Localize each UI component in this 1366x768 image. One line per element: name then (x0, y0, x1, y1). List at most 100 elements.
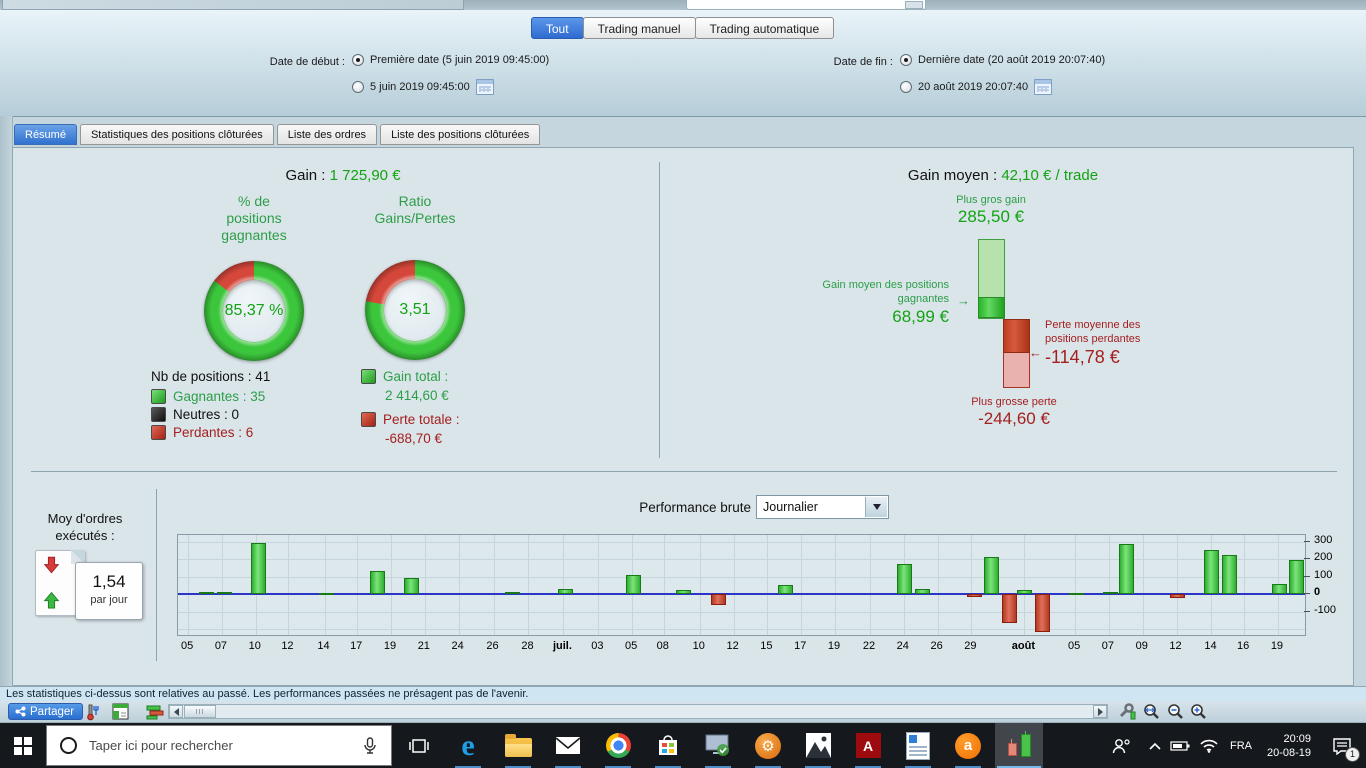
x-tick-label: juil. (552, 640, 572, 652)
calendar-icon[interactable] (475, 79, 494, 95)
performance-bar (1069, 592, 1085, 595)
x-tick-label: 24 (896, 640, 909, 652)
winrate-value: 85,37 % (224, 302, 284, 319)
date-end-last-option[interactable]: Dernière date (20 août 2019 20:07:40) (900, 54, 1105, 66)
calendar-icon[interactable] (1034, 79, 1053, 95)
tab-tout[interactable]: Tout (530, 17, 584, 39)
zoom-in-icon[interactable] (1189, 703, 1207, 721)
tray-clock[interactable]: 20:09 20-08-19 (1258, 723, 1320, 768)
x-tick-label: 10 (248, 640, 261, 652)
performance-y-axis: 300 200 100 0 -100 (1304, 534, 1354, 644)
performance-bar (557, 588, 573, 595)
report-tabs: Résumé Statistiques des positions clôtur… (14, 124, 543, 145)
performance-bar (1035, 594, 1051, 633)
x-tick-label: 19 (1270, 640, 1284, 652)
indicators-icon[interactable] (84, 703, 102, 721)
radio-unselected-icon[interactable] (352, 81, 364, 93)
taskbar-edge[interactable]: e (445, 723, 491, 768)
scroll-left-button[interactable] (169, 705, 183, 718)
date-start-first-option[interactable]: Première date (5 juin 2019 09:45:00) (352, 54, 549, 66)
scroll-right-button[interactable] (1093, 705, 1107, 718)
people-icon (1112, 738, 1130, 753)
taskbar-orange-app[interactable] (745, 723, 791, 768)
performance-bar (404, 578, 420, 595)
tray-wifi[interactable] (1194, 723, 1224, 768)
gain-header: Gain : 1 725,90 € (285, 167, 401, 184)
window-top-strip (0, 0, 1366, 10)
up-down-arrows-icon (43, 556, 60, 609)
x-tick-label: 10 (692, 640, 705, 652)
clock-date: 20-08-19 (1266, 746, 1312, 759)
chevron-down-icon[interactable] (865, 497, 887, 517)
taskbar-search[interactable]: Taper ici pour rechercher (46, 725, 392, 766)
positions-bars-icon[interactable] (146, 703, 164, 721)
radio-selected-icon[interactable] (352, 54, 364, 66)
edge-icon: e (461, 728, 475, 762)
zoom-fit-icon[interactable] (1142, 703, 1160, 721)
taskbar-document-app[interactable] (895, 723, 941, 768)
chart-settings-icon[interactable] (1118, 703, 1136, 721)
windows-taskbar: Taper ici pour rechercher e (0, 723, 1366, 768)
tab-liste-positions[interactable]: Liste des positions clôturées (380, 124, 541, 145)
arrow-left-icon: ← (1029, 345, 1042, 360)
zoom-out-icon[interactable] (1166, 703, 1184, 721)
performance-bar (710, 594, 726, 605)
share-button[interactable]: Partager (8, 703, 84, 720)
tab-liste-ordres[interactable]: Liste des ordres (276, 124, 378, 145)
clipped-toolbar (2, 0, 464, 10)
x-tick-label: 09 (1135, 640, 1148, 652)
tab-trading-manuel[interactable]: Trading manuel (582, 17, 696, 39)
horizontal-scrollbar[interactable] (168, 704, 1108, 719)
x-tick-label: août (1011, 640, 1035, 652)
taskbar-remote-desktop[interactable] (695, 723, 741, 768)
taskbar-mail[interactable] (545, 723, 591, 768)
performance-bar (675, 589, 691, 595)
tab-resume[interactable]: Résumé (14, 124, 77, 145)
task-view-button[interactable] (396, 723, 442, 768)
green-swatch-icon (151, 389, 166, 404)
notification-badge: 1 (1345, 747, 1360, 762)
taskbar-avast[interactable] (945, 723, 991, 768)
gain-moyen-value: 42,10 € / trade (1001, 167, 1099, 184)
scrollbar-thumb[interactable] (184, 705, 216, 718)
y-tick-label: 200 (1314, 551, 1333, 564)
tray-language[interactable]: FRA (1230, 739, 1252, 752)
taskbar-store[interactable] (645, 723, 691, 768)
performance-bar (626, 575, 642, 595)
date-end-custom-option[interactable]: 20 août 2019 20:07:40 (900, 79, 1053, 95)
chevron-up-icon (1149, 742, 1161, 750)
tray-battery[interactable] (1166, 723, 1194, 768)
chrome-icon (605, 733, 631, 758)
taskbar-photos[interactable] (795, 723, 841, 768)
avg-loss-label: Perte moyenne des positions perdantes -1… (1045, 318, 1255, 367)
avast-icon (955, 732, 981, 759)
tab-trading-automatique[interactable]: Trading automatique (694, 17, 835, 39)
legend-gagnantes: Gagnantes : 35 (151, 389, 265, 404)
tray-people[interactable] (1104, 723, 1138, 768)
start-button[interactable] (0, 723, 46, 768)
resume-panel: Gain : 1 725,90 € % de positions gagnant… (12, 147, 1354, 686)
taskbar-trading-app[interactable] (995, 723, 1043, 768)
taskbar-explorer[interactable] (495, 723, 541, 768)
radio-selected-icon[interactable] (900, 54, 912, 66)
period-dropdown[interactable]: Journalier (756, 495, 889, 519)
battery-icon (1170, 740, 1190, 751)
clipped-combobox (686, 0, 926, 10)
x-tick-label: 19 (383, 640, 397, 652)
export-table-icon[interactable] (112, 703, 130, 721)
x-tick-label: 15 (760, 640, 773, 652)
tray-chevron[interactable] (1142, 723, 1168, 768)
performance-bar-chart (177, 534, 1306, 636)
performance-bar (217, 592, 233, 595)
microphone-icon[interactable] (363, 736, 377, 755)
performance-bar (896, 563, 912, 595)
tray-action-center[interactable]: 1 (1322, 723, 1362, 768)
x-tick-label: 12 (281, 640, 294, 652)
tab-statistiques[interactable]: Statistiques des positions clôturées (79, 124, 274, 145)
date-start-custom-option[interactable]: 5 juin 2019 09:45:00 (352, 79, 494, 95)
taskbar-chrome[interactable] (595, 723, 641, 768)
taskbar-acrobat[interactable] (845, 723, 891, 768)
radio-unselected-icon[interactable] (900, 81, 912, 93)
avg-loss-value: -114,78 € (1045, 347, 1120, 367)
filter-band: Tout Trading manuel Trading automatique … (0, 10, 1366, 117)
